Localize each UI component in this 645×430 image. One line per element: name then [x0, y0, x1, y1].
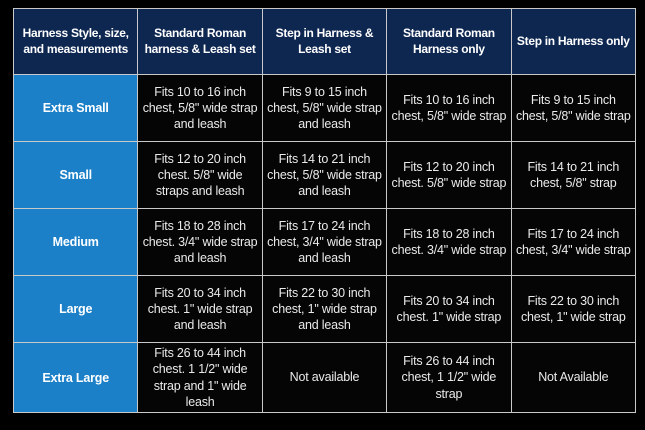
col-header-step-in-only: Step in Harness only	[510, 8, 637, 75]
harness-size-table: Harness Style, size, and measurements St…	[12, 8, 637, 413]
table-body: Extra Small Fits 10 to 16 inch chest, 5/…	[12, 74, 637, 413]
row-label-large: Large	[12, 275, 139, 343]
harness-size-chart: Harness Style, size, and measurements St…	[12, 8, 637, 413]
table-row-small: Small Fits 12 to 20 inch chest. 5/8" wid…	[12, 141, 637, 209]
cell-large-step-in-only: Fits 22 to 30 inch chest, 1" wide strap	[510, 275, 637, 343]
cell-medium-standard-roman-set: Fits 18 to 28 inch chest. 3/4" wide stra…	[137, 208, 263, 276]
cell-small-standard-roman-only: Fits 12 to 20 inch chest. 5/8" wide stra…	[386, 141, 512, 209]
cell-large-standard-roman-set: Fits 20 to 34 inch chest. 1" wide strap …	[137, 275, 263, 343]
row-label-medium: Medium	[12, 208, 139, 276]
table-row-extra-small: Extra Small Fits 10 to 16 inch chest, 5/…	[12, 74, 637, 142]
cell-large-standard-roman-only: Fits 20 to 34 inch chest. 1" wide strap	[386, 275, 512, 343]
cell-extra-small-step-in-only: Fits 9 to 15 inch chest, 5/8" wide strap	[510, 74, 637, 142]
cell-large-step-in-set: Fits 22 to 30 inch chest, 1" wide strap …	[261, 275, 388, 343]
cell-extra-large-step-in-set: Not available	[261, 342, 388, 413]
cell-small-step-in-only: Fits 14 to 21 inch chest, 5/8" strap	[510, 141, 637, 209]
col-header-standard-roman-leash-set: Standard Roman harness & Leash set	[137, 8, 263, 75]
cell-medium-standard-roman-only: Fits 18 to 28 inch chest. 3/4" wide stra…	[386, 208, 512, 276]
cell-small-step-in-set: Fits 14 to 21 inch chest, 5/8" wide stra…	[261, 141, 388, 209]
cell-medium-step-in-set: Fits 17 to 24 inch chest, 3/4" wide stra…	[261, 208, 388, 276]
cell-extra-large-standard-roman-only: Fits 26 to 44 inch chest, 1 1/2" wide st…	[386, 342, 512, 413]
table-row-medium: Medium Fits 18 to 28 inch chest. 3/4" wi…	[12, 208, 637, 276]
cell-extra-small-standard-roman-only: Fits 10 to 16 inch chest, 5/8" wide stra…	[386, 74, 512, 142]
header-row: Harness Style, size, and measurements St…	[12, 8, 637, 75]
table-row-extra-large: Extra Large Fits 26 to 44 inch chest. 1 …	[12, 342, 637, 413]
table-row-large: Large Fits 20 to 34 inch chest. 1" wide …	[12, 275, 637, 343]
row-label-extra-small: Extra Small	[12, 74, 139, 142]
cell-medium-step-in-only: Fits 17 to 24 inch chest, 3/4" wide stra…	[510, 208, 637, 276]
col-header-harness-style-size: Harness Style, size, and measurements	[12, 8, 139, 75]
cell-extra-large-step-in-only: Not Available	[510, 342, 637, 413]
cell-extra-large-standard-roman-set: Fits 26 to 44 inch chest. 1 1/2" wide st…	[137, 342, 263, 413]
cell-extra-small-standard-roman-set: Fits 10 to 16 inch chest, 5/8" wide stra…	[137, 74, 263, 142]
cell-extra-small-step-in-set: Fits 9 to 15 inch chest, 5/8" wide strap…	[261, 74, 388, 142]
row-label-small: Small	[12, 141, 139, 209]
table-header: Harness Style, size, and measurements St…	[12, 8, 637, 75]
row-label-extra-large: Extra Large	[12, 342, 139, 413]
col-header-step-in-leash-set: Step in Harness & Leash set	[261, 8, 388, 75]
col-header-standard-roman-only: Standard Roman Harness only	[386, 8, 512, 75]
cell-small-standard-roman-set: Fits 12 to 20 inch chest. 5/8" wide stra…	[137, 141, 263, 209]
